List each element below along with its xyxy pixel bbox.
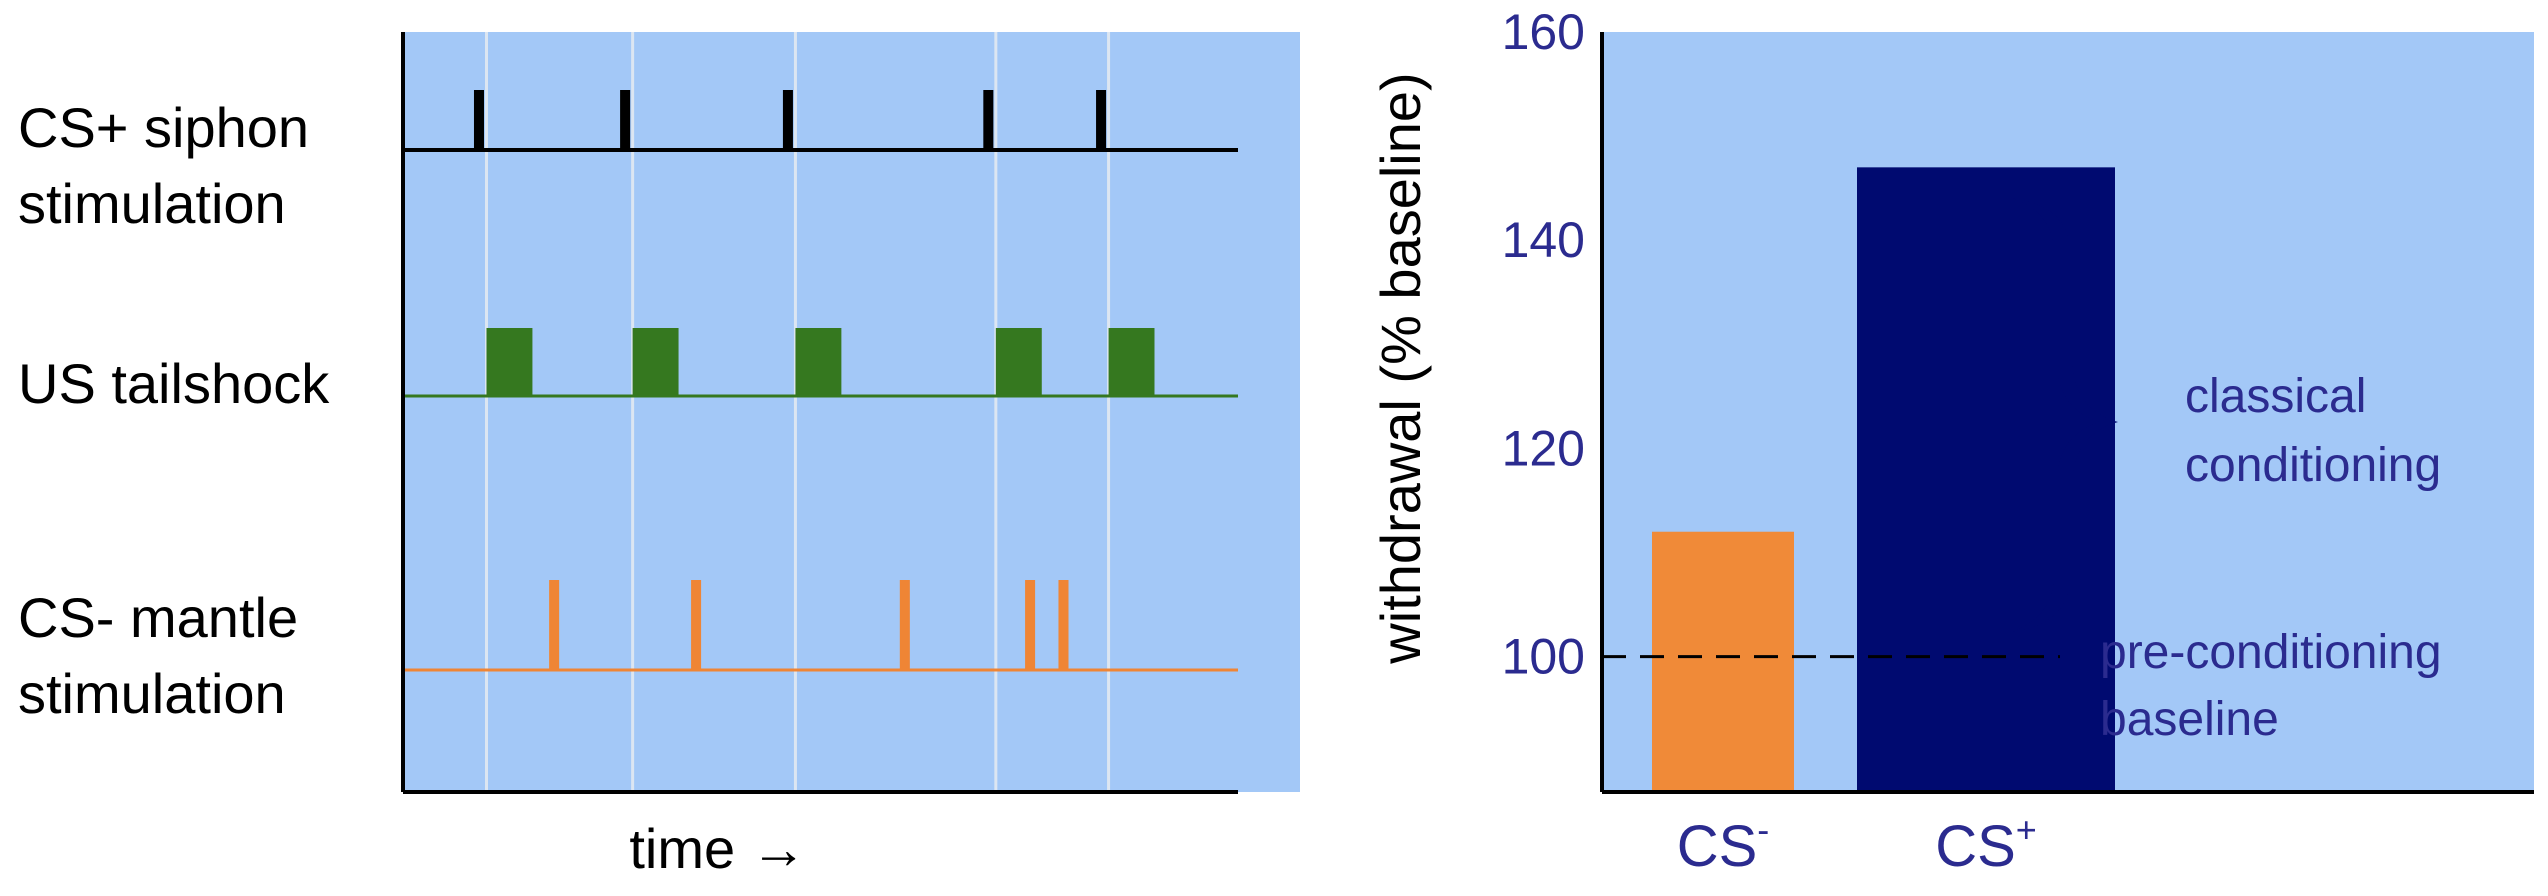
row-label-cs-plus: CS+ siphon stimulation: [18, 90, 309, 242]
brace-annotation-line-2: conditioning: [2185, 439, 2441, 492]
cs-minus-pulse-2: [691, 580, 702, 670]
us-pulse-1: [486, 328, 533, 396]
cs-minus-pulse-1: [549, 580, 560, 670]
us-pulse-3: [795, 328, 842, 396]
cs-minus-pulse-4: [1025, 580, 1036, 670]
row-label-cs-minus-line-2: stimulation: [18, 662, 286, 725]
cs-minus-pulse-5: [1058, 580, 1069, 670]
cs-plus-pulse-3: [782, 90, 793, 150]
y-tick-label-100: 100: [1502, 629, 1585, 685]
brace-annotation-line-1: classical: [2185, 370, 2366, 423]
y-tick-label-140: 140: [1502, 212, 1585, 268]
timing-panel: time → CS+ siphon stimulation US tailsho…: [18, 32, 1300, 880]
bar-y-axis-label: withdrawal (% baseline): [1369, 72, 1432, 664]
bar-panel: 100 120 140 160 withdrawal (% baseline) CS-…: [1330, 0, 2548, 896]
baseline-annotation-line-1: pre-conditioning: [2100, 626, 2442, 679]
us-pulse-4: [995, 328, 1042, 396]
cs-plus-pulse-2: [620, 90, 631, 150]
bar-chart: 100 120 140 160 withdrawal (% baseline) CS-…: [1369, 4, 2534, 879]
y-tick-label-120: 120: [1502, 420, 1585, 476]
row-label-cs-plus-line-1: CS+ siphon: [18, 96, 310, 159]
timing-background: [403, 32, 1300, 792]
row-label-cs-plus-line-2: stimulation: [18, 172, 286, 235]
row-label-cs-minus-line-1: CS- mantle: [18, 586, 299, 649]
timing-x-axis-label: time →: [629, 817, 806, 880]
curly-brace: [2012, 198, 2118, 632]
baseline-annotation-line-2: baseline: [2100, 693, 2279, 746]
row-label-cs-minus: CS- mantle stimulation: [18, 580, 298, 732]
us-pulse-5: [1108, 328, 1155, 396]
y-tick-label-160: 160: [1502, 4, 1585, 60]
timing-chart: time →: [401, 32, 1300, 880]
cs-plus-pulse-4: [983, 90, 994, 150]
row-label-us: US tailshock: [18, 346, 329, 422]
bar-cs-minus: [1652, 531, 1794, 792]
category-label-cs-plus: CS+: [1935, 809, 2037, 879]
category-label-cs-minus: CS-: [1677, 809, 1770, 879]
bar-cs-plus: [1857, 167, 2115, 792]
row-label-us-line-1: US tailshock: [18, 352, 330, 415]
cs-minus-pulse-3: [899, 580, 910, 670]
cs-plus-pulse-5: [1096, 90, 1107, 150]
us-pulse-2: [632, 328, 679, 396]
cs-plus-pulse-1: [473, 90, 484, 150]
